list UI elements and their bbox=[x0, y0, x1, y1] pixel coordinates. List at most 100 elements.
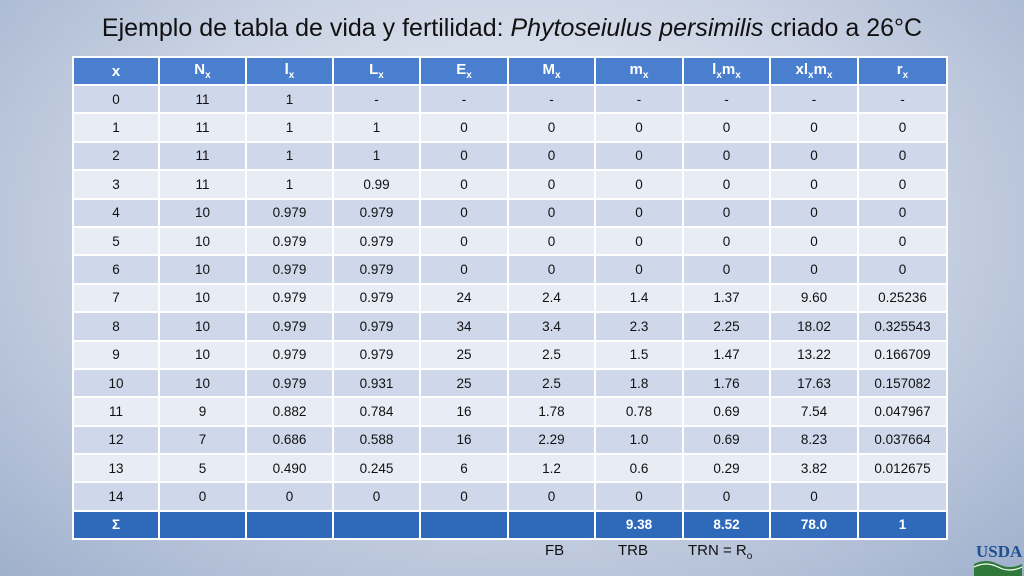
column-header-symbol: m bbox=[813, 61, 827, 78]
table-cell: 2.5 bbox=[507, 339, 596, 370]
footer-trn-sub: o bbox=[746, 551, 753, 562]
column-header-subscript: x bbox=[288, 70, 295, 81]
usda-logo: USDA bbox=[973, 542, 1023, 576]
table-cell: 0 bbox=[419, 481, 509, 512]
column-header: mx bbox=[594, 56, 684, 86]
table-cell: 0 bbox=[419, 112, 509, 143]
column-header-subscript: x bbox=[735, 70, 741, 81]
table-row: 7 10 0.979 0.979 24 2.4 1.4 1.37 9.60 0.25236 bbox=[72, 282, 948, 314]
table-cell: 10 bbox=[158, 339, 247, 370]
column-header-symbol: l bbox=[284, 61, 289, 78]
column-header-symbol: l bbox=[712, 61, 717, 78]
table-row: 13 5 0.490 0.245 6 1.2 0.6 0.29 3.82 0.012675 bbox=[72, 453, 948, 484]
table-row: 14 0 0 0 0 0 0 0 0 bbox=[72, 481, 948, 512]
table-cell: 14 bbox=[72, 481, 160, 512]
table-cell: - bbox=[594, 83, 684, 115]
footer-trn-label: TRN = Ro bbox=[688, 542, 752, 562]
table-row: 5 10 0.979 0.979 0 0 0 0 0 0 bbox=[72, 225, 948, 257]
table-cell: 0 bbox=[857, 169, 948, 200]
table-cell: 0 bbox=[419, 197, 509, 228]
table-cell: 0.979 bbox=[245, 367, 334, 399]
sum-cell bbox=[158, 509, 247, 540]
table-cell: 13 bbox=[72, 453, 160, 484]
table-cell: 11 bbox=[158, 169, 247, 200]
column-header-subscript: x bbox=[554, 70, 561, 81]
table-cell: 0 bbox=[594, 112, 684, 143]
table-cell: 0.979 bbox=[245, 254, 334, 285]
table-cell: 25 bbox=[419, 339, 509, 370]
table-cell: 0 bbox=[332, 481, 421, 512]
table-cell: 0 bbox=[769, 112, 859, 143]
table-cell: 8.23 bbox=[769, 424, 859, 456]
column-header-symbol: N bbox=[194, 61, 206, 78]
table-cell: 2.3 bbox=[594, 311, 684, 342]
table-cell: 1 bbox=[245, 169, 334, 200]
table-cell: 0 bbox=[419, 140, 509, 172]
table-cell: 1 bbox=[245, 140, 334, 172]
table-cell: 1 bbox=[332, 112, 421, 143]
table-cell: 7 bbox=[72, 282, 160, 314]
table-cell: 0 bbox=[682, 112, 771, 143]
footer-fb-label: FB bbox=[545, 542, 565, 559]
column-header: lx bbox=[245, 56, 334, 86]
table-cell: 0 bbox=[507, 197, 596, 228]
table-cell: 0.784 bbox=[332, 396, 421, 427]
table-cell: 0 bbox=[682, 197, 771, 228]
table-cell: 2.4 bbox=[507, 282, 596, 314]
table-cell: 0.979 bbox=[332, 282, 421, 314]
table-cell: 0 bbox=[857, 254, 948, 285]
table-cell: 0 bbox=[507, 481, 596, 512]
table-cell: 0 bbox=[507, 112, 596, 143]
table-row: 8 10 0.979 0.979 34 3.4 2.3 2.25 18.02 0.325543 bbox=[72, 311, 948, 342]
table-cell: 0.979 bbox=[332, 339, 421, 370]
table-cell: 0 bbox=[682, 169, 771, 200]
table-cell: 0.69 bbox=[682, 424, 771, 456]
column-header-subscript: x bbox=[826, 70, 833, 81]
sum-row: Σ 9.38 8.52 78.0 1 bbox=[72, 509, 948, 540]
table-cell: 0.979 bbox=[332, 311, 421, 342]
table-cell: 1.37 bbox=[682, 282, 771, 314]
table-cell: 0.686 bbox=[245, 424, 334, 456]
table-row: 2 11 1 1 0 0 0 0 0 0 bbox=[72, 140, 948, 172]
table-cell: 0.157082 bbox=[857, 367, 948, 399]
table-cell: 0.979 bbox=[332, 197, 421, 228]
table-cell: 0 bbox=[419, 169, 509, 200]
column-header-symbol: x bbox=[111, 62, 121, 80]
table-cell: 3 bbox=[72, 169, 160, 200]
usda-logo-text: USDA bbox=[976, 542, 1023, 561]
sum-cell: 1 bbox=[857, 509, 948, 540]
table-cell: 0 bbox=[594, 254, 684, 285]
life-table: x Nx lx Lx Ex Mx mx lxmx xlxmx rx 0 11 1- - - - - - -1 11 1… bbox=[72, 56, 948, 540]
table-cell: - bbox=[769, 83, 859, 115]
column-header: Lx bbox=[332, 56, 421, 86]
table-cell: 18.02 bbox=[769, 311, 859, 342]
column-header: Nx bbox=[158, 56, 247, 86]
table-cell: 0.166709 bbox=[857, 339, 948, 370]
table-cell: 11 bbox=[158, 83, 247, 115]
column-header: Mx bbox=[507, 56, 596, 86]
table-cell: 0 bbox=[769, 254, 859, 285]
table-cell: 0 bbox=[419, 225, 509, 257]
table-cell: 11 bbox=[158, 112, 247, 143]
table-cell: 0 bbox=[594, 481, 684, 512]
column-header: lxmx bbox=[682, 56, 771, 86]
table-cell: 0 bbox=[507, 225, 596, 257]
table-cell: 0 bbox=[507, 169, 596, 200]
table-cell: 0 bbox=[594, 225, 684, 257]
table-cell: 10 bbox=[158, 225, 247, 257]
table-cell: 2.29 bbox=[507, 424, 596, 456]
usda-logo-hills bbox=[974, 561, 1022, 576]
table-row: 4 10 0.979 0.979 0 0 0 0 0 0 bbox=[72, 197, 948, 228]
table-cell: 0.047967 bbox=[857, 396, 948, 427]
table-cell: 0.25236 bbox=[857, 282, 948, 314]
title-prefix: Ejemplo de tabla de vida y fertilidad: bbox=[101, 14, 511, 42]
table-cell: 1.0 bbox=[594, 424, 684, 456]
table-cell: - bbox=[857, 83, 948, 115]
column-header-symbol: m bbox=[721, 61, 736, 78]
table-body: 0 11 1- - - - - - -1 11 1 1 0 0 0 0 0 0 2 11 1 1 0 0 0 0 0 0 3 11 1 0.9… bbox=[72, 83, 948, 540]
table-cell: 0.882 bbox=[245, 396, 334, 427]
table-cell: 3.82 bbox=[769, 453, 859, 484]
table-cell: 0 bbox=[419, 254, 509, 285]
table-cell: 1.5 bbox=[594, 339, 684, 370]
sum-cell bbox=[245, 509, 334, 540]
